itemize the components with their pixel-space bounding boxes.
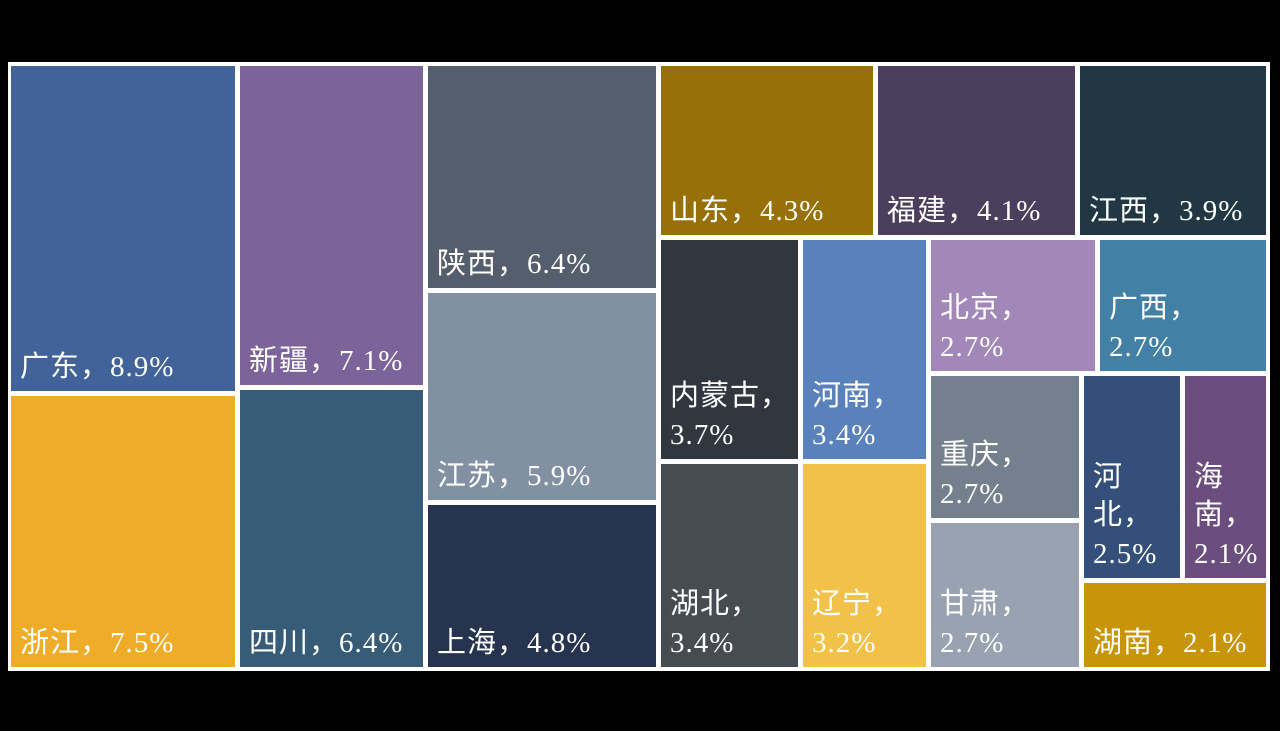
treemap-cell-label: 江西，3.9% bbox=[1089, 194, 1244, 227]
treemap-cell-label: 江苏，5.9% bbox=[437, 459, 592, 492]
treemap-cell-label: 河北， 2.5% bbox=[1093, 461, 1158, 570]
treemap-cell-label: 新疆，7.1% bbox=[249, 344, 404, 377]
treemap-cell-河北[interactable]: 河北， 2.5% bbox=[1084, 376, 1180, 578]
treemap-chart: 广东，8.9% 浙江，7.5% 新疆，7.1% 四川，6.4% 陕西，6.4% 江苏，5.… bbox=[8, 62, 1270, 671]
treemap-cell-广西[interactable]: 广西， 2.7% bbox=[1100, 240, 1266, 371]
treemap-cell-label: 福建，4.1% bbox=[887, 194, 1042, 227]
treemap-cell-新疆[interactable]: 新疆，7.1% bbox=[240, 66, 423, 385]
treemap-cell-label: 重庆， 2.7% bbox=[940, 439, 1031, 510]
treemap-cell-福建[interactable]: 福建，4.1% bbox=[878, 66, 1075, 235]
treemap-cell-内蒙古[interactable]: 内蒙古， 3.7% bbox=[661, 240, 798, 459]
treemap-cell-label: 陕西，6.4% bbox=[437, 247, 592, 280]
treemap-cell-label: 河南， 3.4% bbox=[812, 380, 903, 451]
treemap-cell-label: 北京， 2.7% bbox=[940, 292, 1031, 363]
treemap-cell-label: 四川，6.4% bbox=[249, 626, 404, 659]
treemap-cell-山东[interactable]: 山东，4.3% bbox=[661, 66, 873, 235]
treemap-cell-上海[interactable]: 上海，4.8% bbox=[428, 505, 656, 667]
treemap-cell-海南[interactable]: 海 南， 2.1% bbox=[1185, 376, 1266, 578]
treemap-cell-label: 甘肃， 2.7% bbox=[940, 588, 1031, 659]
treemap-cell-四川[interactable]: 四川，6.4% bbox=[240, 390, 423, 667]
treemap-cell-河南[interactable]: 河南， 3.4% bbox=[803, 240, 926, 459]
treemap-cell-label: 浙江，7.5% bbox=[20, 626, 175, 659]
treemap-cell-label: 内蒙古， 3.7% bbox=[670, 380, 791, 451]
treemap-cell-辽宁[interactable]: 辽宁， 3.2% bbox=[803, 464, 926, 667]
treemap-cell-label: 辽宁， 3.2% bbox=[812, 588, 903, 659]
treemap-cell-label: 广西， 2.7% bbox=[1109, 292, 1200, 363]
treemap-cell-label: 上海，4.8% bbox=[437, 626, 592, 659]
treemap-cell-label: 海 南， 2.1% bbox=[1194, 461, 1259, 570]
treemap-cell-湖南[interactable]: 湖南，2.1% bbox=[1084, 583, 1266, 667]
treemap-cell-陕西[interactable]: 陕西，6.4% bbox=[428, 66, 656, 288]
treemap-cell-北京[interactable]: 北京， 2.7% bbox=[931, 240, 1095, 371]
treemap-cell-label: 湖南，2.1% bbox=[1093, 626, 1248, 659]
treemap-cell-甘肃[interactable]: 甘肃， 2.7% bbox=[931, 523, 1079, 667]
treemap-cell-label: 山东，4.3% bbox=[670, 194, 825, 227]
treemap-cell-浙江[interactable]: 浙江，7.5% bbox=[11, 396, 235, 667]
treemap-cell-label: 广东，8.9% bbox=[20, 350, 175, 383]
treemap-cell-广东[interactable]: 广东，8.9% bbox=[11, 66, 235, 391]
treemap-cell-江西[interactable]: 江西，3.9% bbox=[1080, 66, 1266, 235]
treemap-cell-江苏[interactable]: 江苏，5.9% bbox=[428, 293, 656, 500]
treemap-cell-label: 湖北， 3.4% bbox=[670, 588, 761, 659]
treemap-cell-湖北[interactable]: 湖北， 3.4% bbox=[661, 464, 798, 667]
treemap-cell-重庆[interactable]: 重庆， 2.7% bbox=[931, 376, 1079, 518]
